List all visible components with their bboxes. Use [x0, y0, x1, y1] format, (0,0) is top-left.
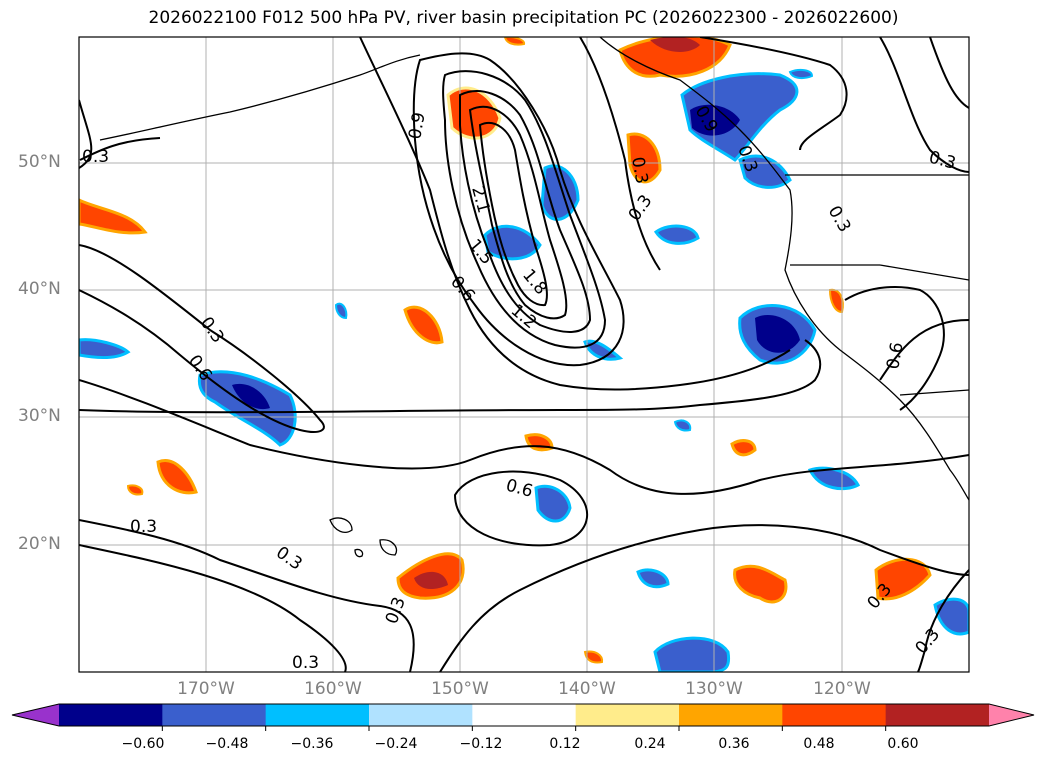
colorbar-segment — [369, 704, 473, 726]
colorbar-segment — [472, 704, 577, 726]
contour-label: 0.3 — [627, 155, 651, 185]
lon-label-170w: 170°W — [177, 679, 235, 699]
colorbar-tick-label: 0.36 — [718, 736, 750, 752]
contour-label: 0.9 — [691, 103, 722, 136]
contour-label: 0.9 — [405, 111, 429, 141]
colorbar-tick-label: −0.48 — [205, 736, 249, 752]
contour-label: 0.3 — [272, 543, 306, 575]
positive-anomaly — [126, 484, 144, 496]
lon-label-150w: 150°W — [431, 679, 489, 699]
lat-label-20n: 20°N — [18, 534, 61, 554]
colorbar-segment — [679, 704, 783, 726]
colorbar-segment — [162, 704, 267, 726]
contour-label: 0.6 — [504, 476, 535, 502]
contour-label: 1.8 — [518, 265, 551, 299]
colorbar-segment — [59, 704, 163, 726]
lat-label-30n: 30°N — [18, 406, 61, 426]
contour-label: 0.6 — [883, 341, 907, 371]
negative-anomaly — [788, 68, 814, 80]
contour-label: 0.3 — [733, 143, 761, 175]
positive-anomaly — [156, 459, 198, 495]
map-title: 2026022100 F012 500 hPa PV, river basin … — [148, 8, 899, 28]
colorbar-segment — [782, 704, 887, 726]
contour-label: 1.5 — [464, 235, 497, 269]
negative-anomaly — [653, 224, 700, 245]
positive-anomaly — [414, 571, 448, 590]
negative-anomaly — [636, 568, 670, 589]
contour-label: 0.3 — [927, 148, 958, 174]
colorbar-tick-label: 0.12 — [549, 736, 581, 752]
positive-anomaly — [733, 564, 788, 604]
contour-label-layer: 0.3 0.3 0.3 0.6 0.6 0.9 2.1 1.5 1.8 1.2 … — [82, 103, 958, 674]
colorbar-extend-high — [989, 704, 1034, 726]
negative-anomaly — [232, 383, 270, 410]
negative-anomaly — [680, 72, 799, 162]
contour-label: 0.3 — [292, 653, 319, 673]
lon-label-130w: 130°W — [685, 679, 743, 699]
negative-anomaly — [755, 314, 800, 353]
map-plot — [78, 36, 970, 673]
positive-anomaly — [79, 198, 148, 235]
colorbar-tick-label: 0.60 — [887, 736, 919, 752]
colorbar-tick-label: 0.24 — [634, 736, 666, 752]
negative-anomaly — [933, 597, 969, 636]
lat-label-50n: 50°N — [18, 152, 61, 172]
contour-label: 0.3 — [130, 517, 157, 537]
negative-anomaly — [690, 104, 740, 136]
positive-anomaly — [730, 439, 757, 457]
coastlines — [99, 37, 969, 558]
negative-anomaly — [738, 154, 792, 189]
contour-label: 0.6 — [446, 272, 479, 306]
negative-anomaly — [334, 302, 348, 320]
contour-label: 0.3 — [824, 203, 855, 236]
positive-anomaly — [403, 305, 444, 345]
contour-label: 2.1 — [467, 184, 493, 215]
lon-label-160w: 160°W — [304, 679, 362, 699]
positive-anomaly — [874, 557, 932, 601]
contour-label: 0.3 — [864, 580, 897, 614]
precip-shading — [79, 37, 969, 672]
lon-label-120w: 120°W — [813, 679, 871, 699]
contour-label: 0.3 — [82, 147, 109, 167]
colorbar-segment — [575, 704, 680, 726]
colorbar-tick-label: 0.48 — [803, 736, 835, 752]
positive-anomaly — [618, 37, 732, 78]
negative-anomaly — [807, 466, 861, 491]
colorbar-segment — [885, 704, 990, 726]
negative-anomaly — [673, 419, 692, 432]
contour-label: 0.3 — [912, 625, 945, 659]
contour-label: 0.3 — [382, 594, 410, 626]
pv-contours — [79, 37, 969, 672]
lon-label-140w: 140°W — [558, 679, 616, 699]
contour-label: 0.3 — [625, 191, 657, 225]
positive-anomaly — [626, 132, 662, 184]
colorbar-tick-label: −0.36 — [290, 736, 334, 752]
colorbar-extend-low — [12, 704, 59, 726]
contour-label: 0.6 — [184, 351, 216, 385]
colorbar-tick-label: −0.12 — [459, 736, 503, 752]
negative-anomaly — [534, 484, 572, 523]
colorbar-segment — [265, 704, 370, 726]
lat-label-40n: 40°N — [18, 279, 61, 299]
contour-label: 0.3 — [196, 313, 228, 347]
colorbar-tick-label: −0.60 — [121, 736, 165, 752]
positive-anomaly — [650, 37, 700, 52]
colorbar-tick-label: −0.24 — [374, 736, 418, 752]
contour-label: 1.2 — [507, 301, 541, 334]
negative-anomaly — [79, 338, 131, 360]
